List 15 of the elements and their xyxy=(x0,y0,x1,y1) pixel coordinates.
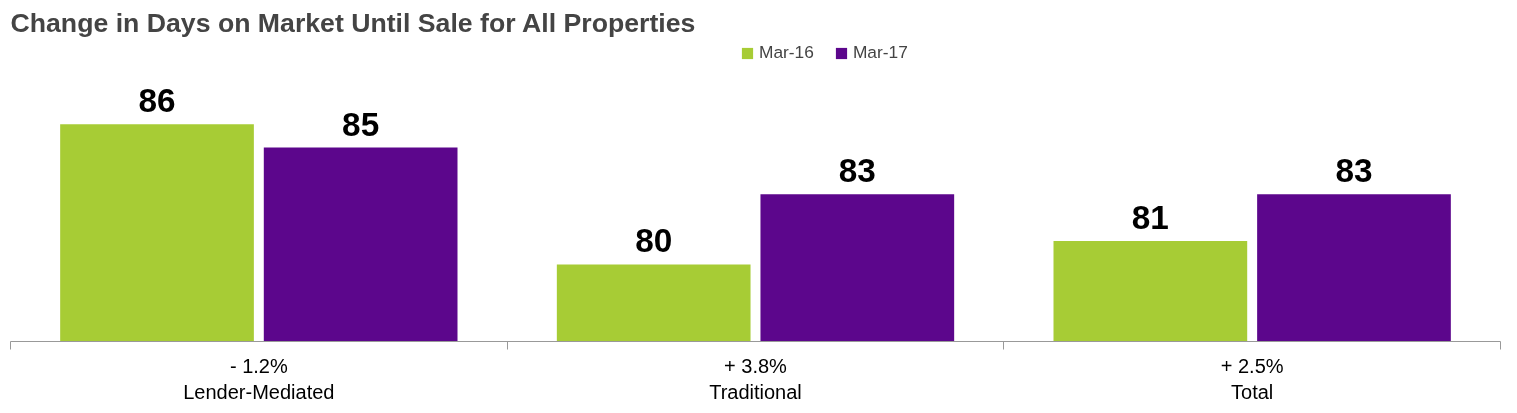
x-tick-label: Traditional xyxy=(709,380,802,403)
chart-title: Change in Days on Market Until Sale for All Properties xyxy=(10,7,696,38)
data-label: 83 xyxy=(1335,152,1373,190)
data-label: 85 xyxy=(342,105,380,143)
data-label: 86 xyxy=(138,82,176,120)
text: + 3.8% xyxy=(724,354,788,377)
text: - 1.2% xyxy=(229,354,288,377)
data-label: 80 xyxy=(635,222,673,260)
text: + 2.5% xyxy=(1220,354,1284,377)
x-tick-label: Lender-Mediated xyxy=(183,380,335,403)
legend-label: Mar-16 xyxy=(759,42,814,63)
data-label: 83 xyxy=(838,152,876,190)
data-label: 81 xyxy=(1131,199,1169,237)
x-tick-label: Total xyxy=(1231,380,1274,403)
legend-label: Mar-17 xyxy=(852,42,908,63)
